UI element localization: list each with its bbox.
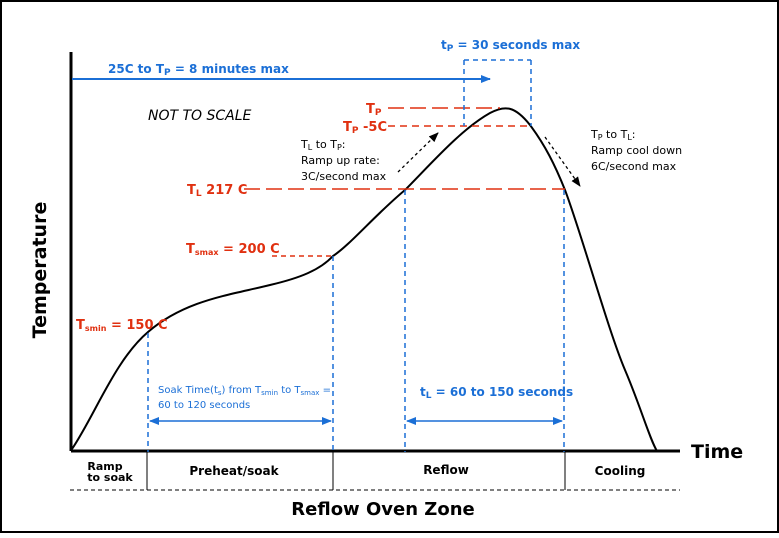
ramp-up-label-line1: TL to TP:: [300, 138, 346, 152]
tl-time-label: tL = 60 to 150 seconds: [420, 385, 573, 401]
temperature-curve: [71, 107, 658, 452]
tp5-label: TP -5C: [343, 120, 387, 136]
zone-preheat-label: Preheat/soak: [189, 464, 279, 478]
threshold-lines: [244, 107, 565, 257]
ramp-up-label-line2: Ramp up rate:: [301, 154, 380, 167]
ramp-up-arrow: [397, 132, 439, 173]
soak-time-label-line2: 60 to 120 seconds: [158, 400, 250, 411]
tp-label: TP: [366, 102, 382, 118]
tp-30-seconds-label: tP = 30 seconds max: [441, 38, 580, 54]
zone-cooling-label: Cooling: [595, 464, 646, 478]
tsmax-label: Tsmax = 200 C: [186, 242, 280, 257]
ramp-up-label-line3: 3C/second max: [301, 170, 387, 183]
y-axis-label: Temperature: [29, 202, 51, 339]
ramp-25-to-tp-label: 25C to TP = 8 minutes max: [108, 62, 289, 78]
zone-separators: [146, 452, 566, 490]
not-to-scale-note: NOT TO SCALE: [148, 108, 252, 124]
x-axis-label: Time: [691, 441, 743, 463]
cool-down-arrow: [544, 136, 581, 187]
zone-ramp-label-line2: to soak: [87, 471, 133, 484]
zone-reflow-label: Reflow: [423, 463, 469, 477]
cool-down-label-line3: 6C/second max: [591, 160, 677, 173]
zone-ramp-label-line1: Ramp: [87, 460, 122, 473]
tl-label: TL 217 C: [187, 183, 247, 199]
tsmin-label: Tsmin = 150 C: [76, 318, 168, 333]
cool-down-label-line2: Ramp cool down: [591, 144, 682, 157]
cool-down-label-line1: TP to TL:: [590, 128, 636, 142]
diagram-title: Reflow Oven Zone: [291, 499, 474, 520]
soak-time-label-line1: Soak Time(ts) from Tsmin to Tsmax =: [158, 385, 331, 397]
time-markers: [147, 59, 565, 452]
